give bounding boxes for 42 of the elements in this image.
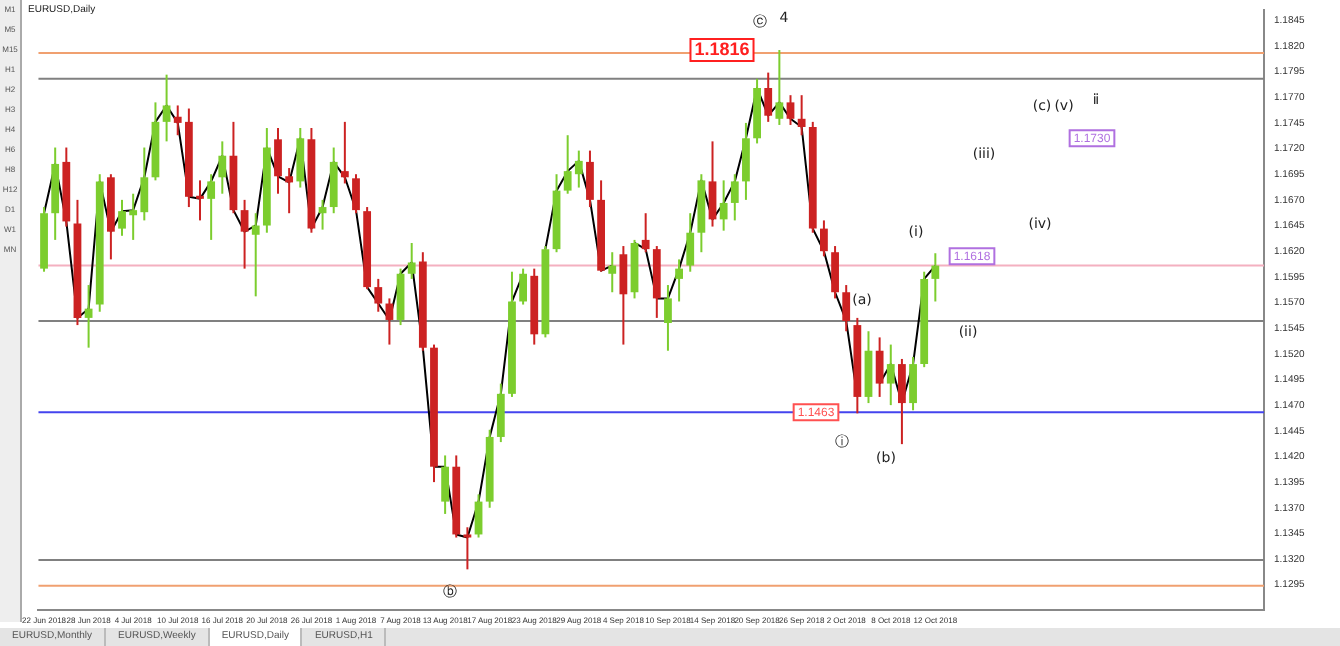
candlestick [519,267,528,306]
candlestick [719,179,728,232]
candlestick [463,526,472,571]
candlestick [162,73,171,143]
candlestick [686,212,695,273]
candlestick [251,212,260,298]
candlestick [296,127,305,189]
candlestick [898,357,906,446]
candlestick [240,198,249,270]
candlestick [329,146,338,215]
candlestick [274,127,282,195]
candlestick [730,173,739,222]
candlestick [619,245,628,346]
candlestick [842,284,851,333]
candlestick [909,355,917,412]
candlestick [641,212,650,254]
candlestick [84,284,93,349]
candlestick [708,140,717,228]
candlestick [775,49,784,126]
candlestick [675,258,683,303]
candlestick [496,382,505,444]
candlestick [586,149,594,209]
candlestick [886,343,895,407]
candlestick [742,121,750,201]
candlestick [764,71,773,123]
candlestick [285,167,294,215]
candlestick [797,94,806,137]
candlestick [218,140,227,195]
candlestick [786,94,795,126]
candlestick [374,277,383,313]
candlestick [441,454,450,515]
candlestick [352,173,360,215]
candlestick [820,219,828,258]
candlestick [207,173,216,241]
candlestick [664,284,672,352]
candlestick [340,120,349,185]
candlestick [931,252,940,303]
candlestick [407,241,416,280]
candlestick [608,251,617,294]
annotation: 1.1816 [694,39,750,59]
candlestick [875,336,884,398]
candlestick [831,245,839,300]
